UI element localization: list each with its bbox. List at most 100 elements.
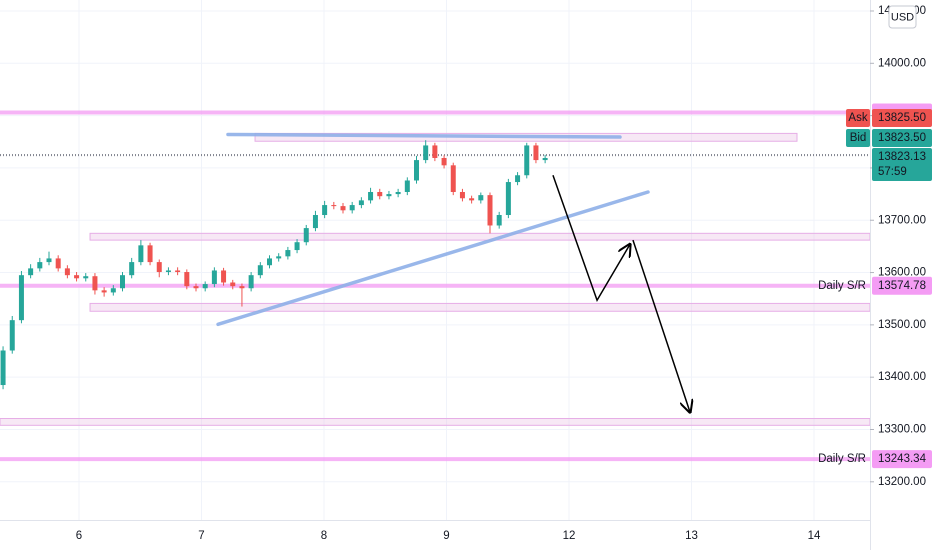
candle-body: [331, 205, 337, 207]
candle-body: [496, 215, 502, 226]
candle-body: [55, 258, 61, 269]
candle-body: [64, 268, 70, 276]
currency-label[interactable]: USD: [891, 11, 914, 23]
y-tick-label: 13400.00: [878, 371, 926, 383]
candle-body: [211, 270, 217, 285]
candle-body: [175, 270, 181, 273]
y-tick-label: 13700.00: [878, 214, 926, 226]
candle-body: [303, 228, 309, 243]
y-tick-label: 14000.00: [878, 57, 926, 69]
candle-body: [533, 145, 539, 161]
candle-body: [524, 145, 530, 176]
arrow: [632, 239, 690, 412]
candle-body: [0, 350, 6, 386]
candle-body: [469, 198, 475, 201]
y-tick-label: 13200.00: [878, 476, 926, 488]
zone: [89, 302, 871, 312]
candle-body: [515, 175, 521, 183]
x-tick-label: 8: [321, 530, 327, 542]
candle-body: [92, 276, 98, 291]
candle-body: [358, 200, 364, 206]
level-name: Daily S/R: [818, 453, 866, 465]
candle-body: [349, 205, 355, 211]
y-tick-label: 13300.00: [878, 424, 926, 436]
candle-body: [156, 262, 162, 273]
last-tag: [872, 148, 932, 181]
candle-body: [83, 276, 89, 279]
candle-body: [441, 157, 447, 166]
bid-tag: [872, 129, 932, 147]
candle-body: [450, 165, 456, 192]
trendline: [216, 190, 650, 327]
candle-body: [340, 206, 346, 211]
candle-body: [37, 262, 43, 269]
candle-body: [404, 180, 410, 192]
level-label: 13574.78: [878, 280, 926, 292]
trendline: [226, 132, 622, 139]
level-label: 13243.34: [878, 453, 927, 465]
candle-body: [110, 288, 116, 293]
candle-body: [368, 191, 374, 201]
candle-body: [505, 182, 511, 216]
ask-value: 13825.50: [878, 112, 926, 124]
countdown: 57:59: [878, 166, 907, 178]
arrow: [552, 175, 630, 303]
candle-body: [147, 245, 153, 263]
candle-body: [276, 256, 282, 259]
candle-body: [423, 145, 429, 161]
candle-body: [294, 242, 300, 251]
candle-body: [542, 157, 548, 161]
zone: [89, 232, 871, 241]
candle-body: [129, 262, 135, 276]
candle-body: [101, 290, 107, 293]
zone: [0, 418, 871, 426]
candle-body: [184, 272, 190, 287]
candle-body: [432, 145, 438, 158]
candle-body: [267, 258, 273, 266]
candle-body: [239, 286, 245, 289]
x-tick-label: 7: [198, 530, 204, 542]
x-tick-label: 14: [808, 530, 821, 542]
candle-body: [414, 160, 420, 181]
candle-body: [248, 275, 254, 289]
candle-body: [120, 275, 126, 289]
candle-body: [193, 286, 199, 289]
candle-body: [257, 265, 263, 276]
level-name: Daily S/R: [818, 280, 866, 292]
bid-name: Bid: [850, 132, 867, 144]
x-tick-label: 12: [563, 530, 576, 542]
ask-name-tag: [846, 109, 870, 127]
candle-body: [138, 245, 144, 263]
level-tag: [872, 276, 932, 295]
bid-value: 13823.50: [878, 132, 926, 144]
bid-name-tag: [846, 129, 870, 147]
candle-body: [74, 275, 80, 279]
currency-button[interactable]: [888, 5, 917, 29]
x-tick-label: 6: [76, 530, 82, 542]
candle-body: [202, 284, 208, 289]
candle-body: [46, 258, 52, 263]
x-tick-label: 13: [685, 530, 698, 542]
ask-name: Ask: [848, 112, 867, 124]
candle-body: [28, 268, 34, 276]
level-tag: [872, 450, 932, 469]
ask-tag: [872, 109, 932, 127]
candle-body: [9, 320, 15, 351]
candle-body: [221, 270, 227, 283]
candle-body: [322, 205, 328, 216]
x-tick-label: 9: [443, 530, 449, 542]
last-value: 13823.13: [878, 151, 926, 163]
candle-body: [312, 215, 318, 229]
candle-body: [487, 195, 493, 226]
candle-body: [230, 282, 236, 287]
candle-body: [165, 270, 171, 273]
candle-body: [478, 195, 484, 201]
candle-body: [395, 191, 401, 195]
candle-body: [18, 275, 24, 321]
candle-body: [386, 194, 392, 197]
y-tick-label: 13500.00: [878, 319, 926, 331]
candle-body: [377, 191, 383, 197]
